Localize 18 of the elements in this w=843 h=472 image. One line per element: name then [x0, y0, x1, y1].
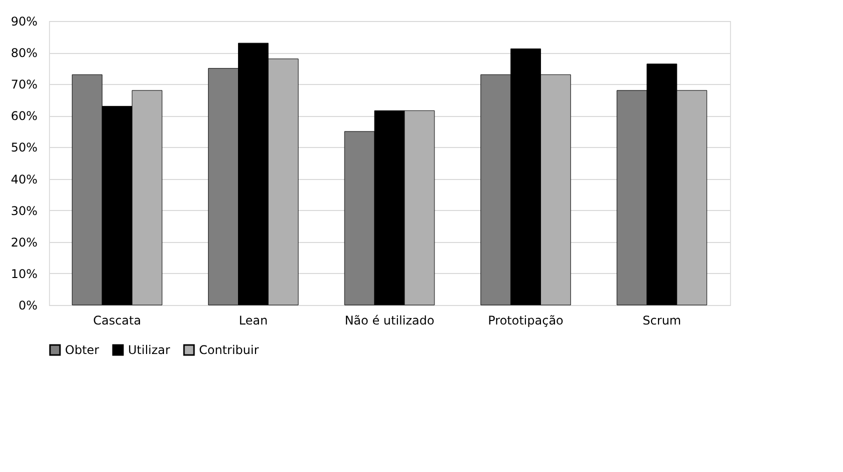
y-tick-label: 50% [10, 140, 38, 155]
y-tick-label: 60% [10, 109, 38, 124]
y-tick-label: 10% [10, 266, 38, 281]
y-tick-label: 0% [18, 298, 38, 312]
x-tick-label: Não é utilizado [344, 314, 434, 328]
y-tick-label: 20% [10, 235, 38, 250]
y-tick-label: 80% [10, 46, 38, 60]
legend-label: Contribuir [199, 343, 259, 357]
x-tick-label: Scrum [642, 314, 682, 328]
x-tick-label: Prototipação [488, 314, 564, 328]
legend-label: Obter [65, 343, 100, 357]
y-tick-label: 30% [10, 204, 38, 218]
y-tick-label: 90% [10, 14, 38, 28]
x-tick-label: Cascata [93, 314, 142, 328]
x-tick-label: Lean [238, 314, 268, 328]
legend-label: Utilizar [128, 343, 170, 357]
y-tick-label: 40% [10, 172, 38, 186]
y-tick-label: 70% [10, 78, 38, 92]
